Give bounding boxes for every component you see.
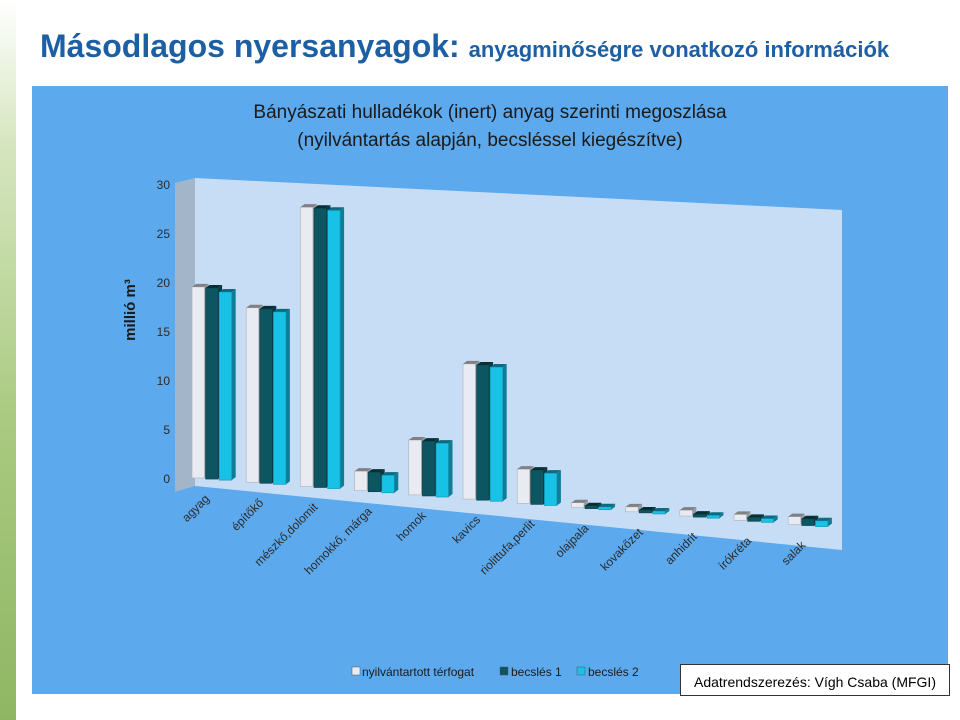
slide-title-sub: anyagminőségre vonatkozó információk (468, 37, 890, 62)
y-tick-label: 20 (157, 276, 171, 290)
bar (706, 512, 724, 519)
bar (273, 308, 290, 485)
x-tick-label: kovakőzet (598, 525, 647, 574)
y-tick-label: 10 (157, 374, 171, 388)
y-tick-label: 25 (157, 227, 171, 241)
legend-label: becslés 2 (588, 665, 639, 679)
x-tick-label: riolittufa,perlit (477, 517, 538, 578)
side-wall (175, 178, 195, 492)
bar (544, 470, 561, 506)
bar (760, 515, 778, 523)
bar (598, 503, 616, 511)
bar (435, 440, 453, 498)
x-tick-label: anhidrit (662, 529, 700, 567)
x-tick-label: agyag (179, 492, 212, 525)
legend-swatch (499, 666, 509, 676)
bar (327, 207, 345, 489)
legend-label: becslés 1 (511, 665, 562, 679)
y-tick-label: 15 (157, 325, 171, 339)
bar (489, 363, 507, 502)
chart-title-line1: Bányászati hulladékok (inert) anyag szer… (253, 102, 727, 123)
legend-label: nyilvántartott térfogat (362, 665, 475, 679)
y-tick-label: 0 (163, 472, 170, 486)
chart-title-line2: (nyilvántartás alapján, becsléssel kiegé… (297, 130, 682, 151)
bar (679, 507, 697, 517)
x-tick-label: kavics (450, 513, 483, 546)
bar (381, 472, 399, 494)
bar (218, 288, 236, 481)
back-wall (195, 178, 842, 550)
x-tick-label: írókréta (715, 534, 754, 573)
left-decor-bar (0, 0, 16, 720)
y-axis-label: millió m³ (122, 279, 139, 341)
slide-title: Másodlagos nyersanyagok: anyagminőségre … (40, 28, 889, 65)
legend-swatch (351, 666, 361, 676)
x-tick-label: homok (394, 508, 430, 544)
plot-walls (175, 178, 842, 550)
slide-title-main: Másodlagos nyersanyagok: (40, 28, 460, 64)
y-tick-label: 30 (157, 178, 171, 192)
legend: nyilvántartott térfogat becslés 1 becslés … (351, 665, 639, 679)
bar (815, 517, 832, 527)
y-tick-labels: 0 5 10 15 20 25 30 (157, 178, 171, 486)
y-tick-label: 5 (163, 423, 170, 437)
x-tick-label: olajpala (552, 521, 591, 560)
bar-series (191, 204, 832, 527)
credit-box: Adatrendszerezés: Vígh Csaba (MFGI) (680, 664, 950, 696)
bar (652, 508, 670, 515)
legend-swatch (576, 666, 586, 676)
x-tick-label: építőkő (229, 496, 267, 534)
